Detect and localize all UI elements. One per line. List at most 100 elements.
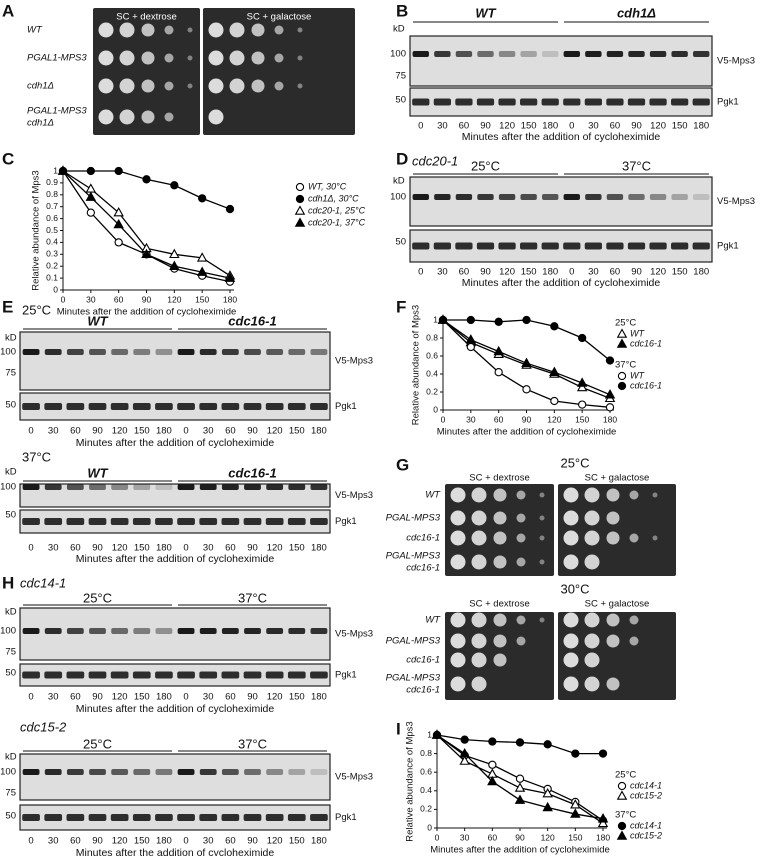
group-header: WT [475, 5, 496, 20]
lane-label: 120 [267, 543, 283, 554]
blot [19, 753, 331, 801]
data-point [170, 181, 179, 190]
lane-label: 180 [311, 836, 327, 847]
lane-label: 180 [156, 426, 172, 437]
yeast-spot [471, 652, 487, 668]
band [66, 518, 85, 525]
x-tick-label: 90 [522, 414, 532, 424]
lane-label: 30 [437, 121, 448, 132]
legend-marker [617, 381, 627, 391]
band [671, 51, 688, 57]
lane-label: 60 [70, 836, 81, 847]
strain-label: cdc16-1 [406, 563, 440, 574]
strain-title: cdc14-1 [20, 575, 66, 590]
band [455, 98, 473, 106]
data-point [466, 342, 475, 352]
lane-label: 60 [225, 426, 236, 437]
x-axis-label: Minutes after the addition of cyclohexim… [57, 307, 237, 318]
x-tick-label: 90 [515, 832, 525, 842]
band [244, 769, 261, 775]
lane-label: 180 [542, 267, 558, 278]
strain-label: PGAL1-MPS3 [27, 53, 87, 64]
data-point [550, 396, 559, 406]
plate-header: SC + dextrose [469, 473, 529, 484]
band [155, 814, 173, 821]
band [221, 403, 240, 410]
legend-entry: cdc15-2 [630, 830, 662, 840]
size-marker: 50 [5, 510, 16, 521]
size-marker: 75 [5, 788, 16, 799]
data-point [522, 315, 531, 325]
strain-label: cdh1Δ [27, 118, 54, 129]
lane-label: 0 [569, 267, 574, 278]
yeast-spot [584, 487, 600, 503]
size-marker: 75 [5, 368, 16, 379]
data-point [488, 760, 497, 769]
group-header: WT [87, 465, 108, 480]
lane-label: 90 [631, 121, 642, 132]
yeast-spot [493, 613, 507, 627]
lane-label: 30 [588, 121, 599, 132]
band [89, 628, 106, 634]
yeast-spot [629, 490, 639, 500]
x-tick-label: 30 [460, 832, 470, 842]
band [542, 51, 559, 57]
yeast-spot [164, 25, 174, 35]
group-header: cdc16-1 [228, 313, 276, 328]
yeast-spot [563, 612, 579, 628]
plate-header: SC + galactose [247, 12, 312, 23]
panel-letter: I [396, 719, 401, 738]
strain-label: PGAL1-MPS3 [27, 106, 87, 117]
band [563, 98, 581, 106]
lane-label: 150 [672, 267, 688, 278]
band [133, 349, 151, 355]
band [434, 194, 451, 200]
yeast-spot [516, 533, 526, 543]
yeast-spot [208, 109, 224, 125]
band [177, 628, 195, 634]
y-tick-label: 0 [53, 284, 58, 294]
yeast-spot [450, 652, 466, 668]
panel-letter: E [2, 297, 13, 316]
data-point [225, 204, 235, 214]
x-tick-label: 30 [86, 294, 96, 304]
band [89, 349, 106, 355]
band [221, 484, 239, 490]
data-point [578, 400, 587, 409]
band [66, 484, 84, 490]
band [177, 349, 195, 355]
band [199, 518, 218, 525]
yeast-spot [274, 25, 284, 35]
band [477, 194, 494, 200]
legend-entry: cdc20-1, 37°C [308, 217, 366, 227]
lane-label: 90 [480, 121, 491, 132]
y-tick-label: 0.8 [46, 189, 58, 199]
yeast-spot [563, 510, 579, 526]
band [310, 403, 328, 410]
strain-label: PGAL-MPS3 [386, 636, 441, 647]
plate-header: SC + dextrose [469, 599, 529, 610]
x-axis-label: Minutes after the addition of cyclohexim… [430, 845, 610, 856]
band [132, 518, 151, 525]
strain-label: WT [27, 25, 43, 36]
band [155, 349, 173, 355]
lane-label: 120 [112, 692, 128, 703]
data-point [431, 729, 443, 739]
yeast-spot [563, 676, 579, 692]
yeast-spot [229, 78, 245, 94]
band [693, 194, 710, 200]
y-tick-label: 1 [53, 165, 58, 175]
yeast-spot [516, 636, 526, 646]
band [671, 242, 689, 250]
y-tick-label: 1 [427, 729, 432, 739]
strain-label: WT [425, 490, 441, 501]
band [310, 671, 328, 679]
group-header: 37°C [238, 736, 267, 751]
yeast-spot [471, 633, 487, 649]
blot [409, 35, 713, 87]
legend-entry: cdh1Δ, 30°C [308, 193, 359, 203]
plate-header: SC + galactose [585, 473, 650, 484]
x-axis-label: Minutes after the addition of cyclohexim… [462, 131, 661, 143]
yeast-spot [584, 676, 600, 692]
